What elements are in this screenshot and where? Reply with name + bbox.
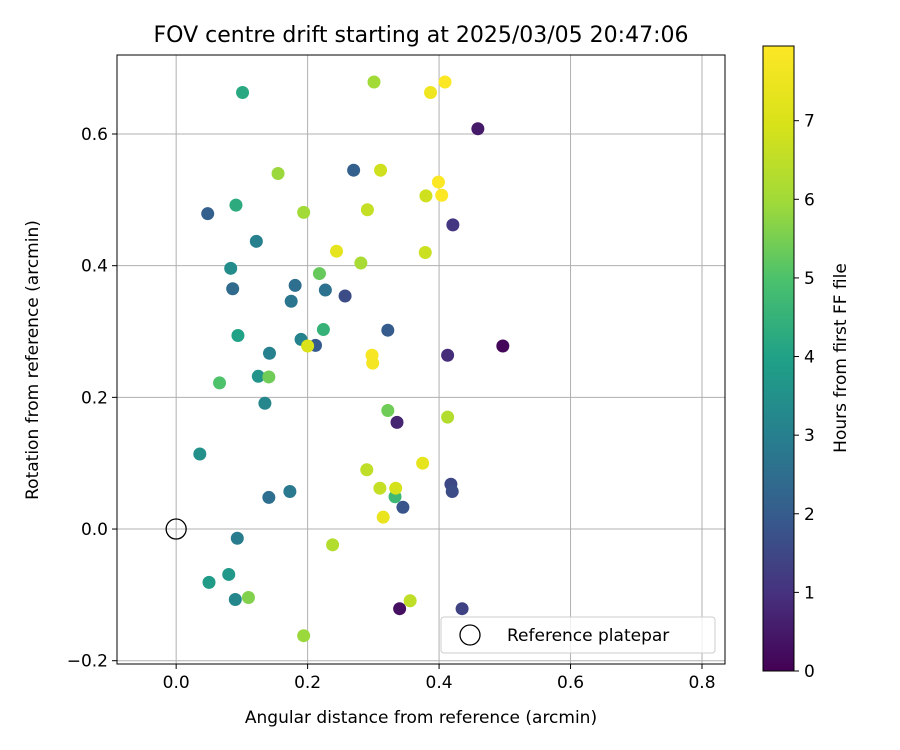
data-point (283, 485, 297, 499)
data-point (354, 256, 368, 270)
x-tick-label: 0.6 (557, 673, 584, 693)
x-axis-label: Angular distance from reference (arcmin) (245, 708, 597, 728)
data-point (431, 175, 445, 189)
colorbar: 0 1 2 3 4 5 6 7 Hours from first FF file (762, 45, 851, 682)
y-tick-label: 0.4 (81, 257, 108, 277)
data-point (393, 602, 407, 616)
data-point (312, 267, 326, 281)
colorbar-tick-label: 4 (804, 348, 815, 368)
data-point (228, 592, 242, 606)
data-point (226, 282, 240, 296)
colorbar-tick-label: 2 (804, 505, 815, 525)
x-tick-label: 0.0 (163, 673, 190, 693)
data-point (389, 481, 403, 495)
data-point (229, 198, 243, 212)
data-point (360, 203, 374, 217)
y-tick-label: 0.6 (81, 125, 108, 145)
data-point (251, 369, 265, 383)
data-point (202, 575, 216, 589)
data-point (416, 456, 430, 470)
data-point (316, 323, 330, 337)
data-point (360, 463, 374, 477)
data-point (496, 339, 510, 353)
x-tick-label: 0.8 (688, 673, 715, 693)
data-point (365, 348, 379, 362)
data-point (390, 415, 404, 429)
data-point (288, 278, 302, 292)
data-point (193, 447, 207, 461)
colorbar-label: Hours from first FF file (831, 263, 851, 453)
y-tick-label: −0.2 (67, 652, 108, 672)
data-point (445, 485, 459, 499)
data-point (441, 348, 455, 362)
data-points (193, 75, 510, 643)
data-point (318, 283, 332, 297)
data-point (471, 122, 485, 136)
data-point (435, 188, 449, 202)
data-point (330, 244, 344, 258)
data-point (224, 261, 238, 275)
grid (117, 55, 725, 664)
x-tick-label: 0.4 (426, 673, 453, 693)
chart-title: FOV centre drift starting at 2025/03/05 … (154, 23, 689, 48)
colorbar-tick-label: 5 (804, 269, 815, 289)
legend-box (440, 616, 716, 654)
data-point (201, 207, 215, 221)
data-point (419, 189, 433, 203)
data-point (262, 490, 276, 504)
y-tick-label: 0.2 (81, 388, 108, 408)
y-axis-label: Rotation from reference (arcmin) (23, 220, 43, 500)
x-tick-label: 0.2 (294, 673, 321, 693)
data-point (231, 328, 245, 342)
colorbar-tick-label: 7 (804, 112, 815, 132)
data-point (396, 500, 410, 514)
x-axis-ticks: 0.0 0.2 0.4 0.6 0.8 (163, 664, 716, 693)
data-point (262, 370, 276, 384)
data-point (258, 396, 272, 410)
data-point (418, 246, 432, 260)
data-point (403, 594, 417, 608)
data-point (441, 410, 455, 424)
data-point (262, 346, 276, 360)
data-point (446, 218, 460, 232)
data-point (236, 86, 250, 100)
data-point (297, 205, 311, 219)
y-tick-label: 0.0 (81, 520, 108, 540)
data-point (338, 289, 352, 303)
data-point (347, 163, 361, 177)
data-point (271, 167, 285, 181)
data-point (301, 339, 315, 353)
colorbar-ticks: 0 1 2 3 4 5 6 7 (794, 112, 815, 682)
reference-point-layer (165, 518, 187, 540)
data-point (381, 404, 395, 418)
y-axis-ticks: −0.2 0.0 0.2 0.4 0.6 (67, 125, 117, 672)
data-point (424, 86, 438, 100)
colorbar-tick-label: 1 (804, 583, 815, 603)
data-point (213, 376, 227, 390)
data-point (249, 234, 263, 248)
colorbar-tick-label: 3 (804, 426, 815, 446)
data-point (438, 75, 452, 89)
colorbar-tick-label: 0 (804, 662, 815, 682)
reference-point-marker (165, 518, 187, 540)
legend-entry-reference: Reference platepar (507, 626, 669, 646)
data-point (373, 481, 387, 495)
data-point (230, 531, 244, 545)
data-point (381, 323, 395, 337)
data-point (297, 629, 311, 643)
legend: Reference platepar (440, 616, 716, 654)
data-point (376, 510, 390, 524)
data-point (222, 567, 236, 581)
data-point (241, 591, 255, 605)
data-point (374, 163, 388, 177)
data-point (367, 75, 381, 89)
plot-frame (116, 54, 726, 665)
colorbar-gradient (762, 45, 795, 672)
data-point (455, 602, 469, 616)
colorbar-tick-label: 6 (804, 190, 815, 210)
data-point (284, 294, 298, 308)
data-point (326, 538, 340, 552)
legend-marker (459, 624, 481, 646)
